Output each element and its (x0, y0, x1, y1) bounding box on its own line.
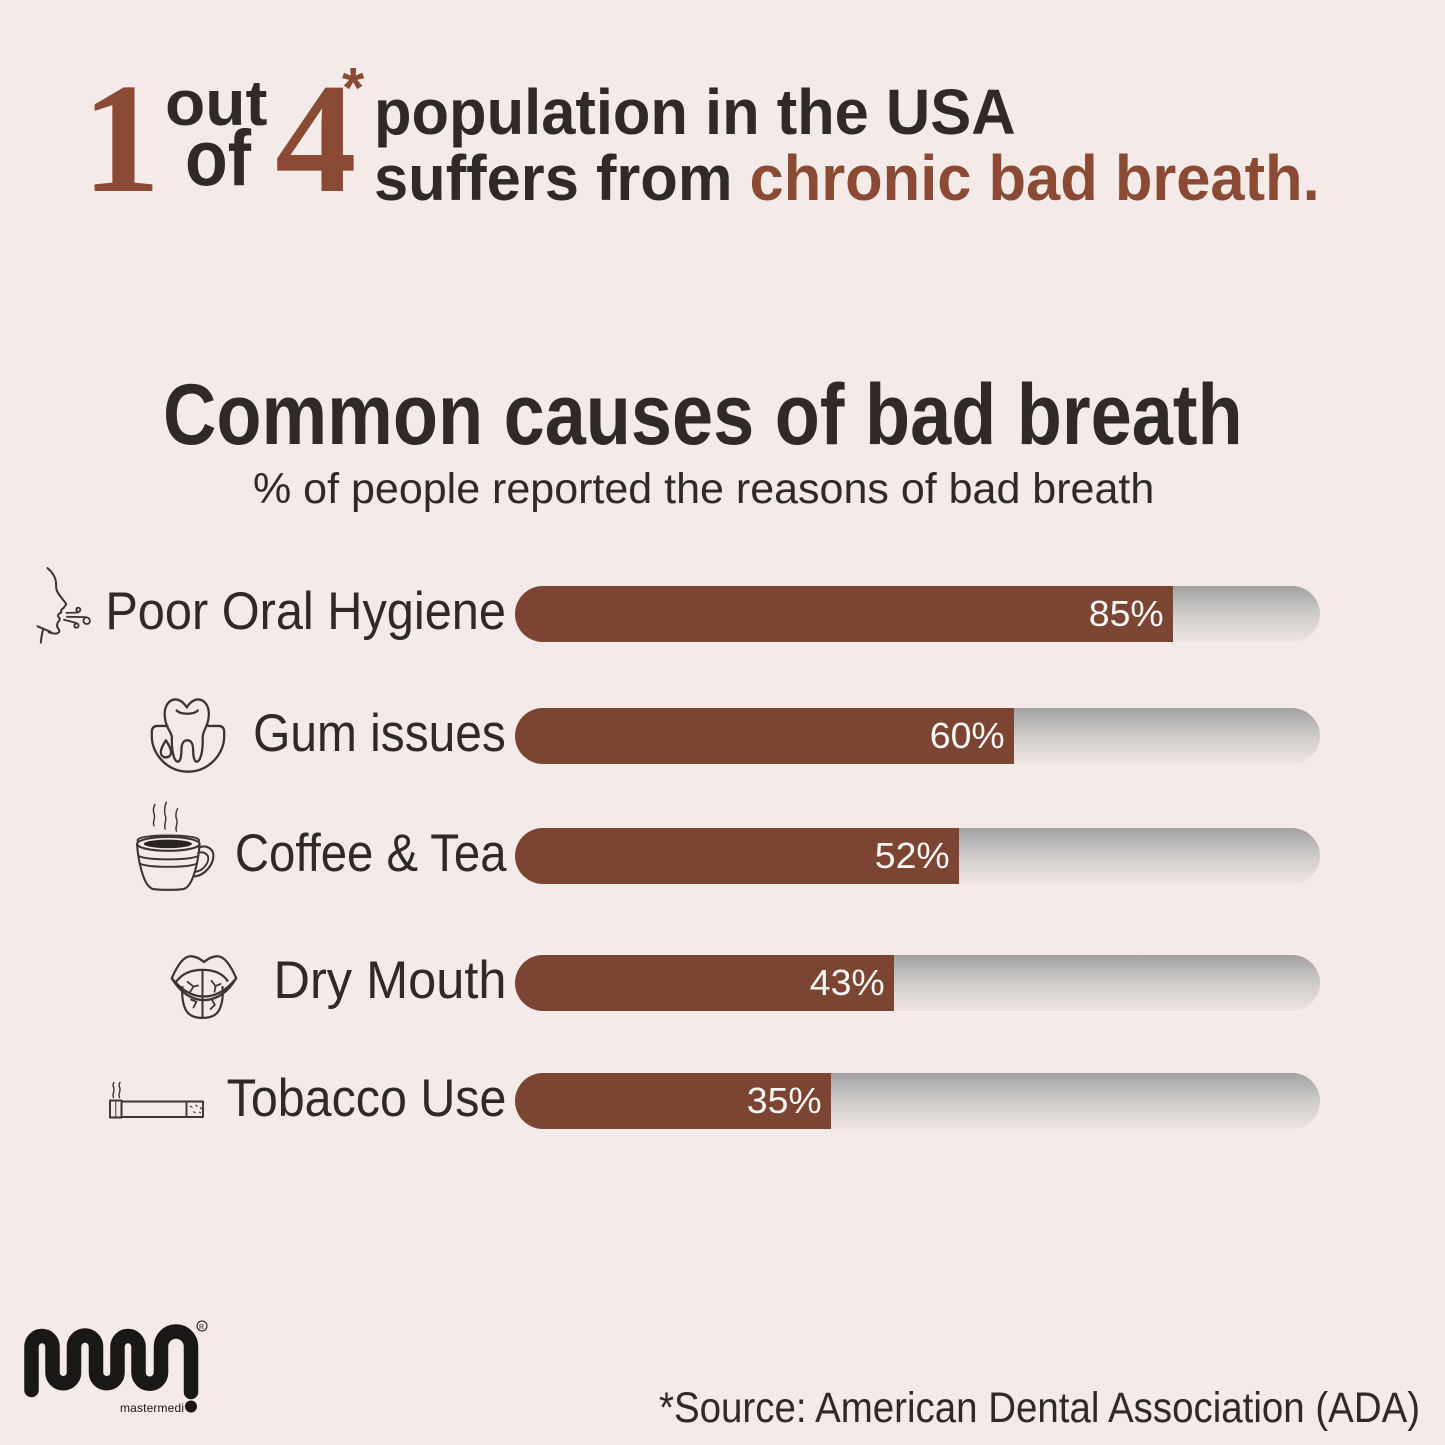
svg-text:R: R (199, 1324, 204, 1331)
svg-text:mastermedi: mastermedi (120, 1401, 184, 1415)
